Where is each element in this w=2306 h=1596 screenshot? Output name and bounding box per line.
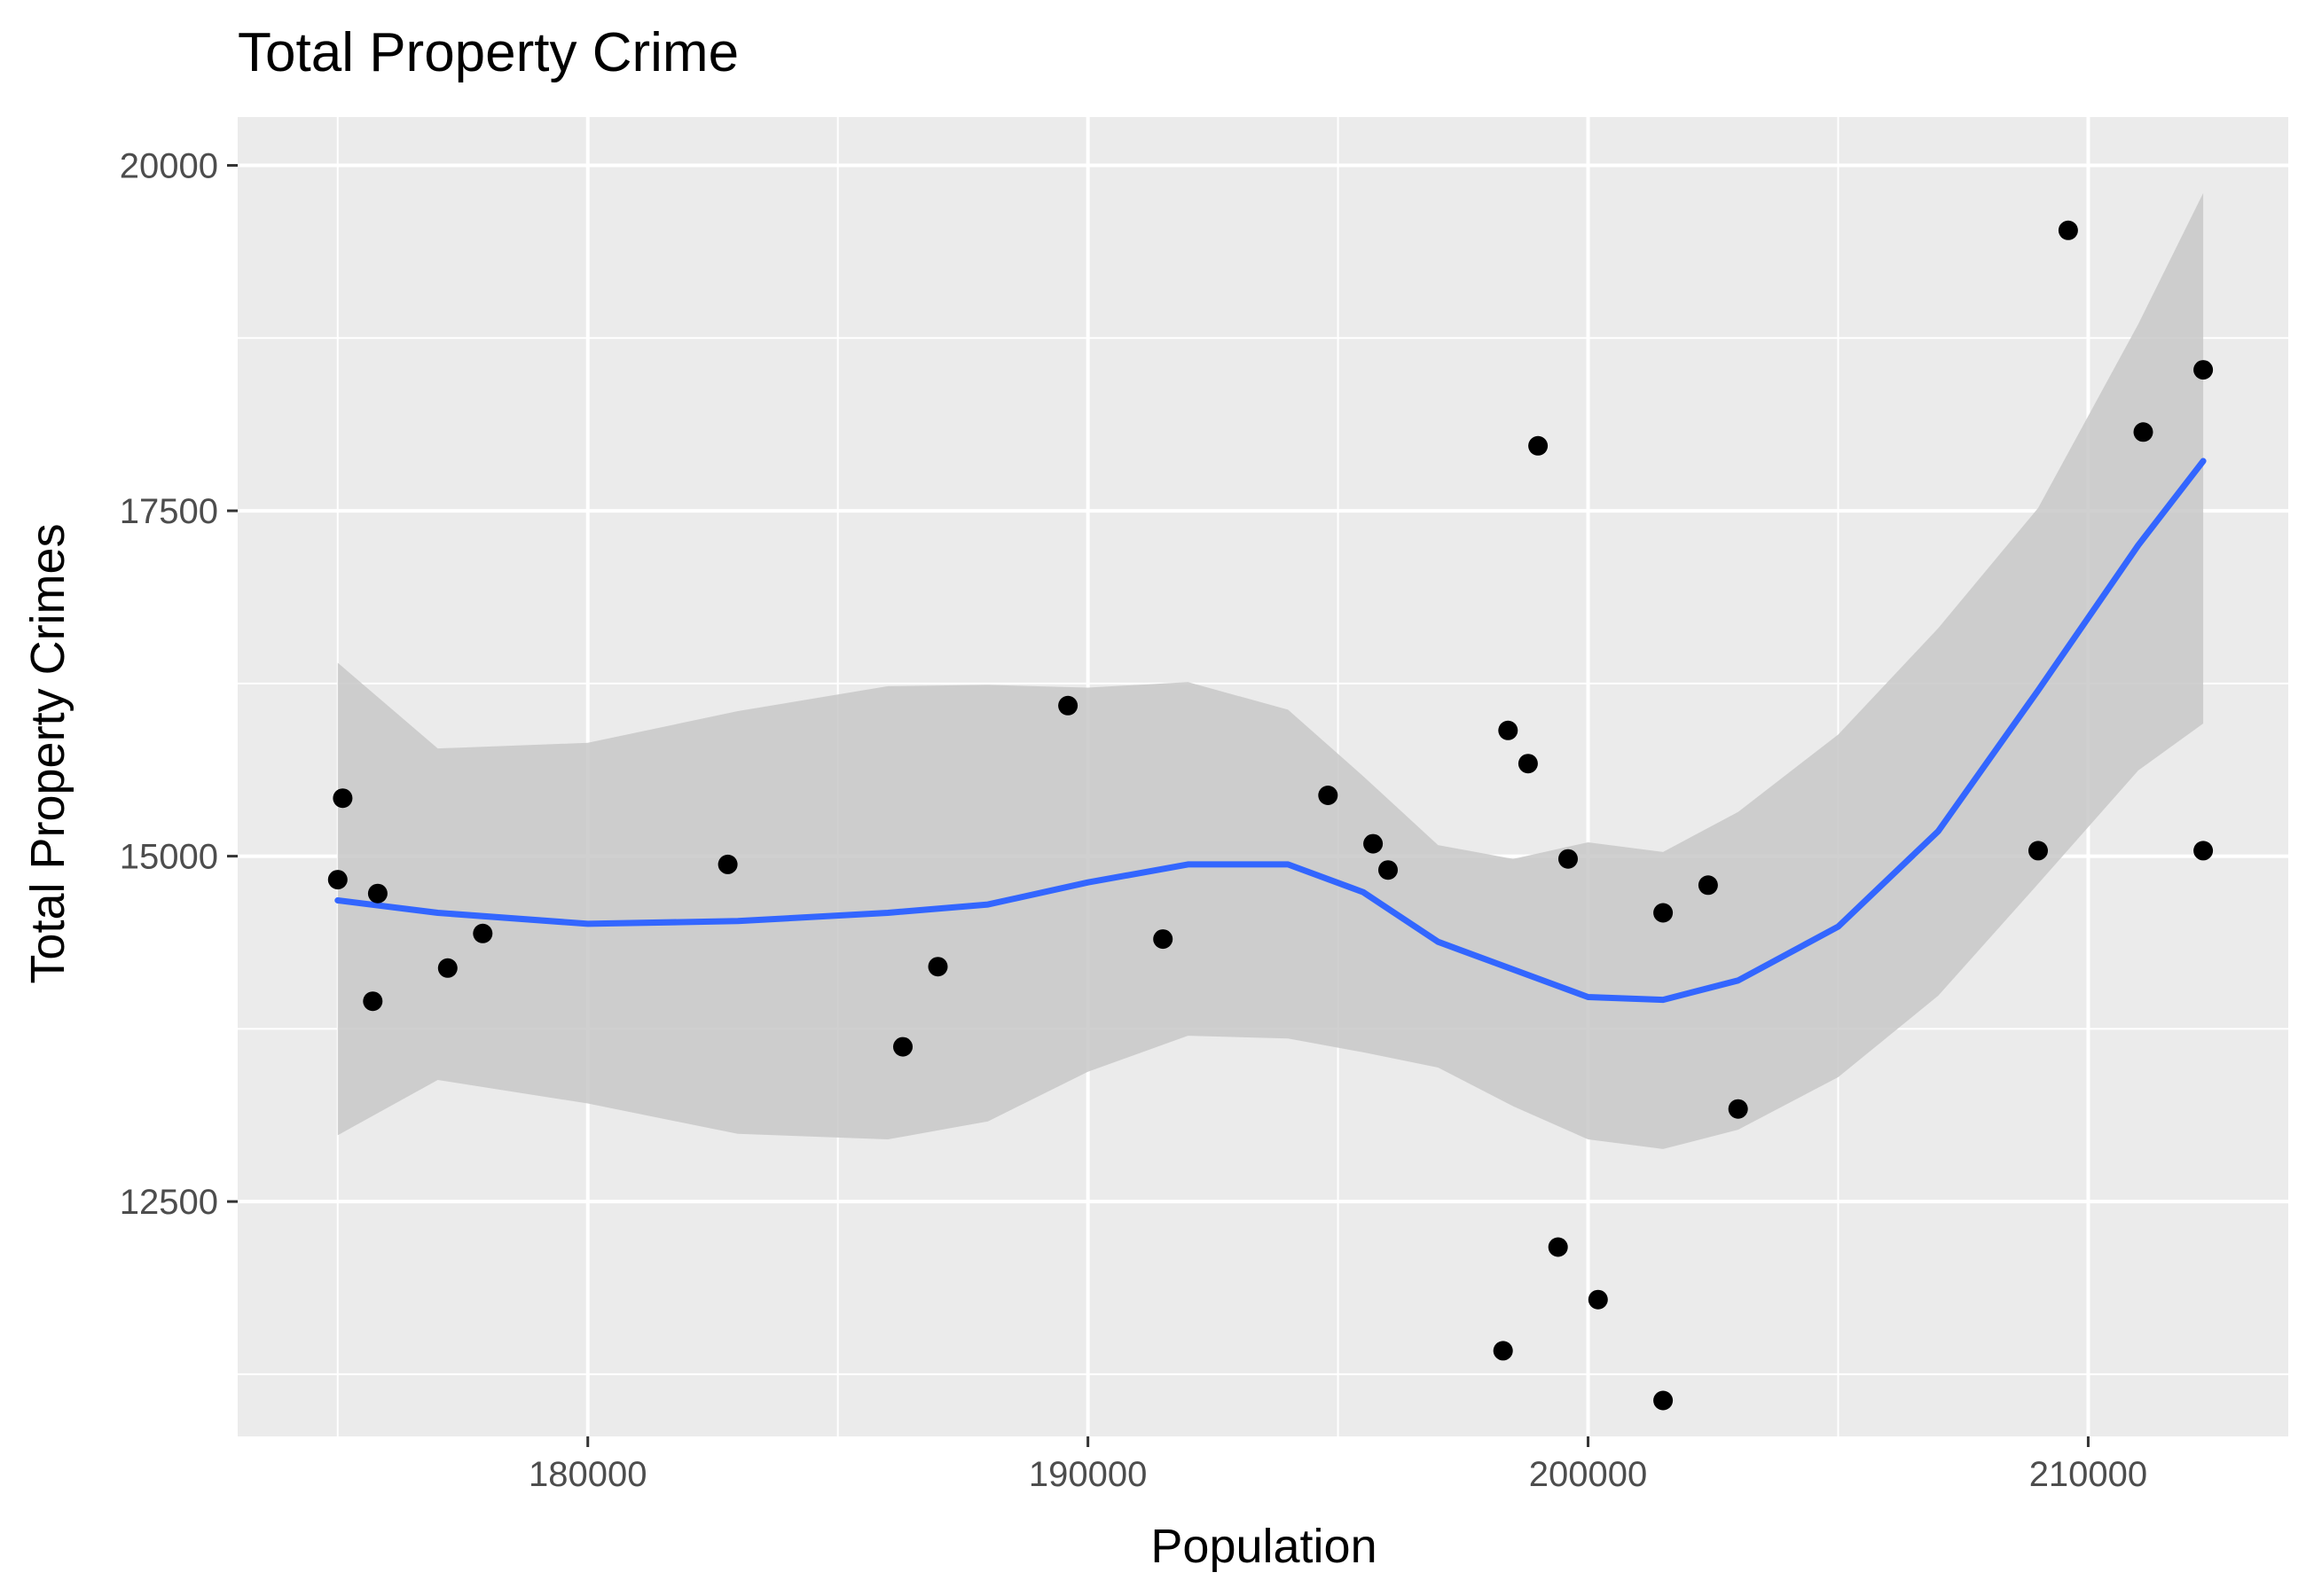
data-point	[893, 1037, 913, 1057]
data-point	[327, 870, 348, 890]
data-point	[473, 923, 493, 943]
data-point	[718, 854, 738, 874]
x-axis-ticks: 180000 190000 200000 210000	[529, 1436, 2147, 1494]
confidence-band	[337, 192, 2204, 1149]
x-axis-title: Population	[1150, 1520, 1377, 1573]
data-point	[2058, 220, 2078, 240]
data-point	[367, 883, 388, 904]
x-tick-label: 200000	[1529, 1455, 1647, 1494]
data-point	[1518, 754, 1538, 774]
y-tick-label: 20000	[120, 147, 218, 186]
data-point	[1728, 1099, 1748, 1119]
data-point	[1498, 720, 1518, 740]
data-point	[1588, 1289, 1608, 1310]
data-point	[1653, 903, 1674, 923]
data-points	[327, 220, 2214, 1411]
x-tick-label: 180000	[529, 1455, 647, 1494]
data-point	[1378, 860, 1398, 880]
data-point	[2193, 360, 2214, 380]
x-tick-label: 210000	[2029, 1455, 2147, 1494]
data-point	[1153, 929, 1173, 950]
data-point	[1363, 833, 1384, 854]
y-tick-label: 12500	[120, 1183, 218, 1222]
y-tick-label: 15000	[120, 838, 218, 877]
data-point	[1558, 849, 1578, 869]
data-point	[1318, 786, 1338, 805]
data-point	[2133, 422, 2153, 442]
data-point	[1548, 1237, 1568, 1257]
data-point	[333, 788, 353, 809]
data-point	[1493, 1341, 1513, 1361]
data-point	[2028, 841, 2048, 861]
data-point	[1653, 1390, 1674, 1411]
data-point	[1058, 695, 1078, 716]
y-axis-ticks: 12500 15000 17500 20000	[120, 147, 238, 1222]
smooth-line	[334, 458, 2207, 1004]
data-point	[363, 991, 383, 1012]
data-point	[928, 957, 948, 977]
data-point	[1528, 435, 1549, 456]
x-tick-label: 190000	[1029, 1455, 1147, 1494]
chart-title: Total Property Crime	[238, 22, 739, 83]
y-tick-label: 17500	[120, 492, 218, 531]
data-point	[1698, 875, 1718, 896]
data-point	[2193, 841, 2214, 861]
y-axis-title: Total Property Crimes	[21, 523, 75, 983]
data-point	[437, 958, 458, 978]
